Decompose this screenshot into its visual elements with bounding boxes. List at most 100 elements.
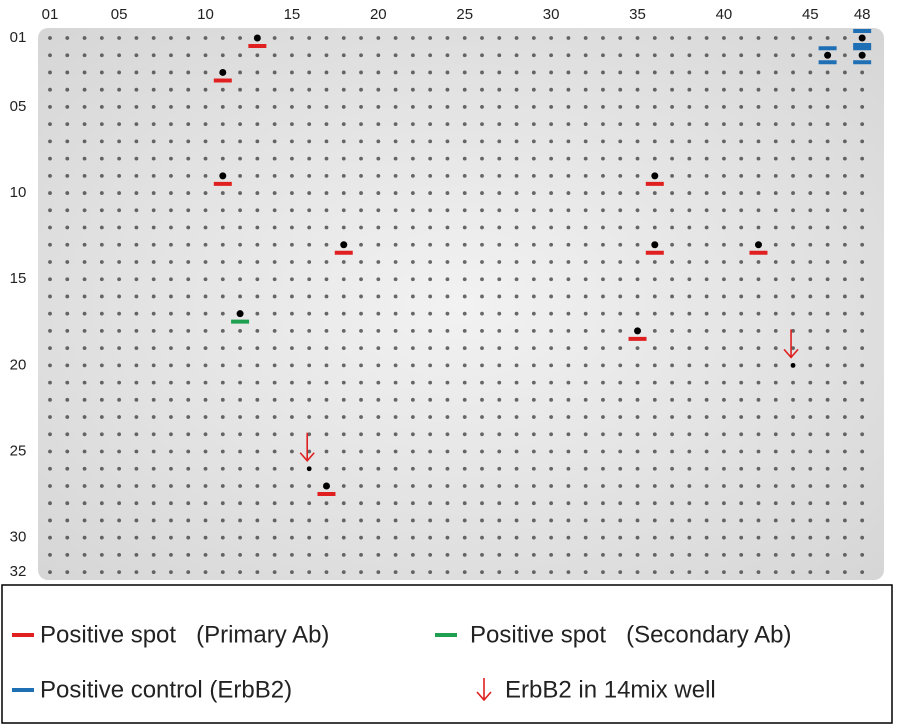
spot xyxy=(394,174,398,178)
spot xyxy=(273,415,277,419)
spot xyxy=(325,226,329,230)
spot xyxy=(601,36,605,40)
spot xyxy=(411,398,415,402)
spot xyxy=(687,467,691,471)
spot xyxy=(221,105,225,109)
spot xyxy=(376,157,380,161)
spot xyxy=(791,450,795,454)
spot xyxy=(204,295,208,299)
spot xyxy=(722,312,726,316)
spot xyxy=(549,398,553,402)
spot xyxy=(446,295,450,299)
spot xyxy=(826,174,830,178)
spot xyxy=(238,295,242,299)
spot xyxy=(860,467,864,471)
spot xyxy=(446,467,450,471)
spot xyxy=(428,191,432,195)
spot xyxy=(567,105,571,109)
spot xyxy=(567,122,571,126)
spot xyxy=(65,467,69,471)
spot xyxy=(480,415,484,419)
spot xyxy=(117,122,121,126)
spot xyxy=(843,329,847,333)
spot xyxy=(497,381,501,385)
spot xyxy=(307,53,311,57)
spot xyxy=(808,122,812,126)
spot xyxy=(480,519,484,523)
spot xyxy=(722,501,726,505)
spot xyxy=(618,53,622,57)
spot xyxy=(411,415,415,419)
spot xyxy=(307,88,311,92)
spot xyxy=(843,88,847,92)
spot xyxy=(411,122,415,126)
spot xyxy=(221,519,225,523)
spot xyxy=(428,260,432,264)
spot xyxy=(843,208,847,212)
spot xyxy=(411,139,415,143)
spot xyxy=(394,295,398,299)
spot xyxy=(774,329,778,333)
spot xyxy=(860,226,864,230)
spot xyxy=(808,484,812,488)
spot xyxy=(515,260,519,264)
spot xyxy=(65,260,69,264)
spot xyxy=(567,53,571,57)
spot xyxy=(186,122,190,126)
spot xyxy=(204,312,208,316)
spot xyxy=(480,329,484,333)
spot xyxy=(532,415,536,419)
spot xyxy=(808,501,812,505)
spot xyxy=(100,553,104,557)
spot xyxy=(463,536,467,540)
spot xyxy=(653,312,657,316)
spot xyxy=(601,484,605,488)
spot xyxy=(808,467,812,471)
spot xyxy=(342,174,346,178)
spot xyxy=(567,398,571,402)
spot xyxy=(135,191,139,195)
spot xyxy=(687,312,691,316)
spot xyxy=(446,105,450,109)
spot xyxy=(48,467,52,471)
spot xyxy=(722,381,726,385)
spot xyxy=(446,122,450,126)
spot xyxy=(135,553,139,557)
spot xyxy=(221,398,225,402)
spot xyxy=(394,105,398,109)
spot xyxy=(238,88,242,92)
spot xyxy=(428,36,432,40)
spot xyxy=(757,312,761,316)
spot xyxy=(757,295,761,299)
spot xyxy=(497,432,501,436)
spot xyxy=(670,122,674,126)
spot xyxy=(65,122,69,126)
spot xyxy=(843,36,847,40)
spot xyxy=(843,157,847,161)
spot xyxy=(497,312,501,316)
spot xyxy=(169,432,173,436)
spot xyxy=(722,174,726,178)
spot xyxy=(428,536,432,540)
spot xyxy=(687,174,691,178)
spot xyxy=(774,381,778,385)
spot xyxy=(100,71,104,75)
spot xyxy=(135,415,139,419)
positive-spot xyxy=(755,241,762,248)
legend-control: Positive control (ErbB2) xyxy=(40,676,292,703)
spot xyxy=(290,363,294,367)
spot xyxy=(497,53,501,57)
spot xyxy=(670,484,674,488)
spot xyxy=(860,415,864,419)
spot xyxy=(843,260,847,264)
spot xyxy=(169,260,173,264)
spot xyxy=(48,501,52,505)
spot xyxy=(757,191,761,195)
spot xyxy=(394,329,398,333)
spot xyxy=(480,53,484,57)
spot xyxy=(722,519,726,523)
spot xyxy=(394,450,398,454)
spot xyxy=(255,363,259,367)
spot xyxy=(757,260,761,264)
spot xyxy=(135,88,139,92)
